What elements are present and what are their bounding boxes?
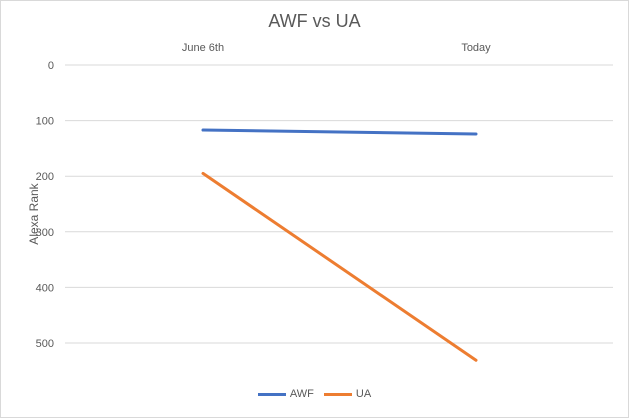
legend-swatch: [257, 392, 286, 396]
legend-label: AWF: [289, 388, 314, 400]
legend: AWF UA: [0, 388, 629, 400]
legend-item-awf: AWF: [257, 388, 314, 400]
chart-title: AWF vs UA: [268, 11, 361, 31]
legend-item-ua: UA: [323, 388, 372, 400]
y-tick-label: 300: [36, 227, 54, 239]
legend-swatch: [323, 392, 352, 396]
series-line-ua: [201, 171, 478, 362]
series-line-awf: [201, 128, 478, 136]
x-tick-label: June 6th: [182, 42, 224, 54]
y-tick-label: 500: [36, 338, 54, 350]
y-tick-label: 0: [48, 60, 54, 72]
y-tick-label: 200: [36, 171, 54, 183]
x-tick-label: Today: [461, 42, 491, 54]
legend-label: UA: [355, 388, 372, 400]
y-tick-label: 100: [36, 116, 54, 128]
y-tick-label: 400: [36, 282, 54, 294]
